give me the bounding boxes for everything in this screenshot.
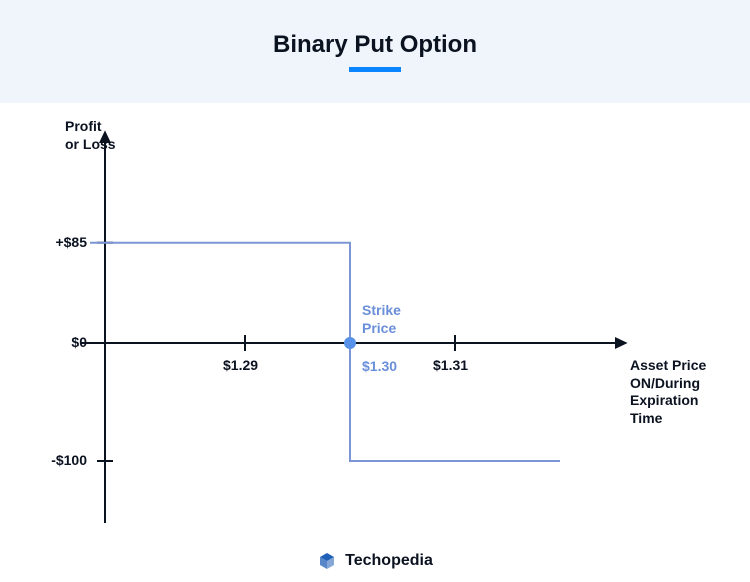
title-underline xyxy=(349,67,401,72)
techopedia-logo-icon xyxy=(317,551,337,571)
y-axis-title: Profitor Loss xyxy=(65,118,116,153)
x-axis-title: Asset PriceON/DuringExpirationTime xyxy=(630,357,725,427)
header-banner: Binary Put Option xyxy=(0,0,750,103)
footer-brand: Techopedia xyxy=(0,543,750,579)
strike-price-value: $1.30 xyxy=(362,357,397,375)
x-tick-label: $1.31 xyxy=(433,357,468,373)
y-tick-label: $0 xyxy=(71,334,87,350)
y-tick-label: -$100 xyxy=(51,452,87,468)
x-tick-label: $1.29 xyxy=(223,357,258,373)
y-tick-label: +$85 xyxy=(55,234,87,250)
footer-brand-text: Techopedia xyxy=(345,552,433,570)
chart-area: Profitor Loss Asset PriceON/DuringExpira… xyxy=(0,103,750,543)
chart-title: Binary Put Option xyxy=(273,31,477,59)
strike-price-label: StrikePrice xyxy=(362,301,401,337)
